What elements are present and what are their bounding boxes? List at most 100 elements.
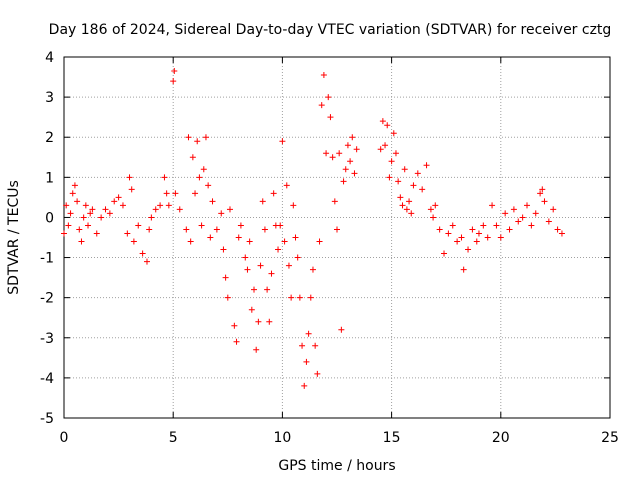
data-point xyxy=(331,198,338,205)
data-point xyxy=(392,150,399,157)
data-point xyxy=(257,262,264,269)
data-point xyxy=(202,134,209,141)
data-point xyxy=(183,226,190,233)
data-point xyxy=(528,222,535,229)
x-axis-label: GPS time / hours xyxy=(278,458,395,474)
data-point xyxy=(242,254,249,261)
data-point xyxy=(82,202,89,209)
data-point xyxy=(377,146,384,153)
data-point xyxy=(165,202,172,209)
data-point xyxy=(98,214,105,221)
data-point xyxy=(323,150,330,157)
data-point xyxy=(403,206,410,213)
data-point xyxy=(74,198,81,205)
data-point xyxy=(493,222,500,229)
data-point xyxy=(185,134,192,141)
data-point xyxy=(187,238,194,245)
data-point xyxy=(480,222,487,229)
data-point xyxy=(163,190,170,197)
data-point xyxy=(196,174,203,181)
data-point xyxy=(266,318,273,325)
data-point xyxy=(336,150,343,157)
data-point xyxy=(71,182,78,189)
data-point xyxy=(255,318,262,325)
data-point xyxy=(423,162,430,169)
data-point xyxy=(460,266,467,273)
y-tick-label: -2 xyxy=(40,291,54,307)
y-tick-label: 0 xyxy=(45,210,54,226)
data-point xyxy=(340,178,347,185)
x-tick-label: 0 xyxy=(60,430,69,446)
data-point xyxy=(148,214,155,221)
data-point xyxy=(327,114,334,121)
data-point xyxy=(292,234,299,241)
data-point xyxy=(220,246,227,253)
data-point xyxy=(106,210,113,217)
data-point xyxy=(139,250,146,257)
x-tick-label: 20 xyxy=(492,430,510,446)
data-point xyxy=(334,226,340,233)
data-point xyxy=(347,158,354,165)
data-point xyxy=(171,68,178,75)
data-point xyxy=(539,186,546,193)
data-point xyxy=(406,198,413,205)
data-point xyxy=(469,226,476,233)
data-point xyxy=(259,198,266,205)
data-point xyxy=(384,122,391,129)
data-point xyxy=(237,222,244,229)
data-point xyxy=(465,246,472,253)
data-point xyxy=(408,210,415,217)
data-point xyxy=(382,142,389,149)
data-point xyxy=(307,294,314,301)
y-tick-label: -3 xyxy=(40,331,54,347)
data-point xyxy=(301,382,308,389)
data-point xyxy=(192,190,199,197)
data-point xyxy=(261,226,268,233)
data-point xyxy=(63,202,70,209)
x-tick-label: 5 xyxy=(169,430,178,446)
data-point xyxy=(353,146,360,153)
data-point xyxy=(349,134,356,141)
data-point xyxy=(401,166,408,173)
data-point xyxy=(506,226,513,233)
data-point xyxy=(294,254,301,261)
data-point xyxy=(87,210,94,217)
data-point xyxy=(427,206,434,213)
data-point xyxy=(305,330,312,337)
data-point xyxy=(67,210,74,217)
data-point xyxy=(76,226,83,233)
data-point xyxy=(235,234,242,241)
data-point xyxy=(207,234,214,241)
data-point xyxy=(303,358,310,365)
data-point xyxy=(161,174,168,181)
data-point xyxy=(318,102,325,109)
data-point xyxy=(270,190,277,197)
data-point xyxy=(80,214,87,221)
data-point xyxy=(248,306,255,313)
data-point xyxy=(524,202,531,209)
data-point xyxy=(146,226,153,233)
data-point xyxy=(93,230,100,237)
data-point xyxy=(283,182,290,189)
data-point xyxy=(176,206,183,213)
data-point xyxy=(290,202,297,209)
data-point xyxy=(515,218,522,225)
data-point xyxy=(205,182,212,189)
plot-frame xyxy=(63,56,611,419)
data-point xyxy=(414,170,421,177)
data-point xyxy=(251,286,258,293)
data-point xyxy=(135,222,142,229)
data-point xyxy=(198,222,205,229)
data-point xyxy=(379,118,386,125)
data-point xyxy=(344,142,351,149)
data-point xyxy=(320,72,327,79)
data-point xyxy=(388,158,395,165)
data-point xyxy=(268,270,275,277)
y-axis-label: SDTVAR / TECUs xyxy=(6,180,22,295)
data-point xyxy=(489,202,496,209)
data-point xyxy=(342,166,349,173)
data-point xyxy=(497,234,504,241)
data-point xyxy=(314,370,321,377)
y-tick-label: 1 xyxy=(45,170,54,186)
